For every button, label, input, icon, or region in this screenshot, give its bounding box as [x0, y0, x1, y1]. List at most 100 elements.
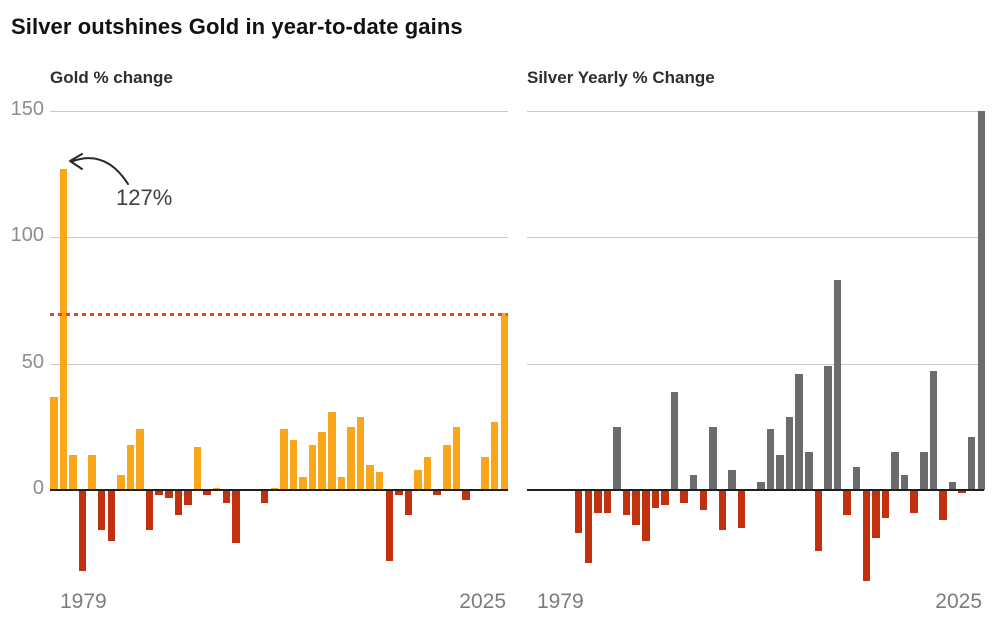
y-axis-label-100: 100 [10, 224, 44, 246]
bar-silver-2025 [977, 111, 985, 490]
bar-silver-1996 [699, 490, 707, 511]
bar-gold-2012 [375, 472, 384, 490]
bar-silver-1995 [689, 474, 698, 490]
bar-gold-2023 [481, 457, 489, 490]
bar-gold-1992 [184, 490, 192, 506]
bar-silver-1983 [574, 490, 583, 533]
gold-chart-subtitle: Gold % change [50, 68, 173, 87]
bar-silver-2004 [776, 454, 784, 490]
bar-gold-1984 [107, 490, 115, 541]
bar-silver-1984 [584, 490, 592, 564]
gridline-50 [527, 364, 984, 365]
bar-silver-1986 [603, 490, 612, 513]
bar-gold-1988 [145, 490, 154, 531]
bar-silver-1993 [670, 391, 679, 490]
bar-gold-2013 [385, 490, 393, 561]
bar-gold-1985 [117, 474, 125, 490]
bar-gold-1978 [50, 396, 58, 490]
bar-gold-2011 [366, 464, 374, 490]
bar-silver-1989 [632, 490, 640, 526]
bar-gold-2024 [490, 421, 499, 490]
x-axis-label-end: 2025 [459, 590, 506, 613]
bar-silver-2013 [862, 490, 870, 581]
bar-gold-1980 [69, 454, 77, 490]
bar-silver-2019 [920, 452, 928, 490]
bar-gold-2016 [414, 469, 422, 490]
bar-gold-1982 [88, 454, 96, 490]
bar-gold-1989 [155, 490, 163, 496]
x-axis-label-end: 2025 [935, 590, 982, 613]
bar-gold-1993 [193, 447, 202, 490]
bar-silver-2023 [958, 490, 966, 493]
gridline-50 [50, 364, 508, 365]
bar-gold-2020 [452, 426, 461, 490]
bar-gold-1996 [222, 490, 230, 503]
y-axis-label-150: 150 [10, 98, 44, 120]
y-axis-label-0: 0 [32, 477, 44, 499]
page-title: Silver outshines Gold in year-to-date ga… [11, 14, 463, 39]
bar-gold-1997 [232, 490, 240, 544]
bar-silver-2002 [757, 482, 765, 490]
bar-gold-2018 [433, 490, 441, 496]
bar-silver-1998 [718, 490, 727, 531]
bar-silver-2006 [795, 373, 803, 490]
bar-gold-2010 [356, 416, 365, 490]
silver-chart-subtitle: Silver Yearly % Change [527, 68, 715, 87]
bar-silver-1994 [680, 490, 688, 503]
bar-gold-2004 [299, 477, 307, 490]
bar-silver-1997 [709, 426, 717, 490]
bar-silver-2008 [814, 490, 822, 551]
bar-gold-2019 [443, 444, 451, 490]
bar-gold-2005 [308, 444, 317, 490]
bar-gold-2000 [260, 490, 269, 503]
bar-silver-2020 [929, 371, 938, 490]
bar-silver-1991 [651, 490, 660, 508]
annotation-label: 127% [116, 185, 173, 210]
bar-gold-1995 [212, 487, 221, 490]
bar-silver-2024 [967, 436, 976, 490]
bar-silver-1985 [594, 490, 602, 513]
bar-gold-1994 [203, 490, 211, 496]
bar-gold-2025 [500, 313, 508, 490]
bar-gold-2003 [289, 439, 298, 490]
bar-gold-2009 [347, 426, 355, 490]
gridline-150 [527, 111, 984, 112]
bar-gold-2006 [318, 431, 326, 490]
bar-gold-2017 [423, 457, 432, 490]
bar-silver-2003 [766, 429, 775, 490]
bar-silver-2021 [939, 490, 947, 521]
bar-gold-1990 [165, 490, 173, 498]
bar-silver-2010 [833, 280, 842, 490]
bar-silver-2007 [805, 452, 813, 490]
bar-gold-2007 [328, 411, 336, 490]
bar-silver-2015 [881, 490, 890, 518]
bar-gold-2014 [395, 490, 403, 496]
bar-silver-2011 [843, 490, 851, 516]
bar-gold-1979 [59, 169, 68, 490]
y-axis-label-50: 50 [21, 351, 44, 373]
bar-silver-2018 [910, 490, 918, 513]
bar-silver-2022 [948, 482, 957, 490]
bar-silver-1988 [622, 490, 631, 516]
bar-silver-1999 [728, 469, 736, 490]
bar-gold-1991 [174, 490, 183, 516]
bar-silver-2005 [785, 416, 794, 490]
gridline-150 [50, 111, 508, 112]
bar-gold-1983 [97, 490, 106, 531]
bar-silver-2017 [900, 474, 909, 490]
bar-silver-1990 [642, 490, 650, 541]
bar-gold-2008 [337, 477, 346, 490]
x-axis-label-start: 1979 [60, 590, 107, 613]
bar-gold-2002 [280, 429, 288, 490]
x-axis-baseline [50, 489, 508, 491]
bar-silver-2000 [737, 490, 746, 528]
reference-line-70 [50, 313, 508, 316]
x-axis-baseline [527, 489, 984, 491]
bar-silver-1987 [613, 426, 621, 490]
gridline-100 [527, 237, 984, 238]
bar-gold-1986 [126, 444, 135, 490]
gridline-100 [50, 237, 508, 238]
bar-silver-1992 [661, 490, 669, 506]
